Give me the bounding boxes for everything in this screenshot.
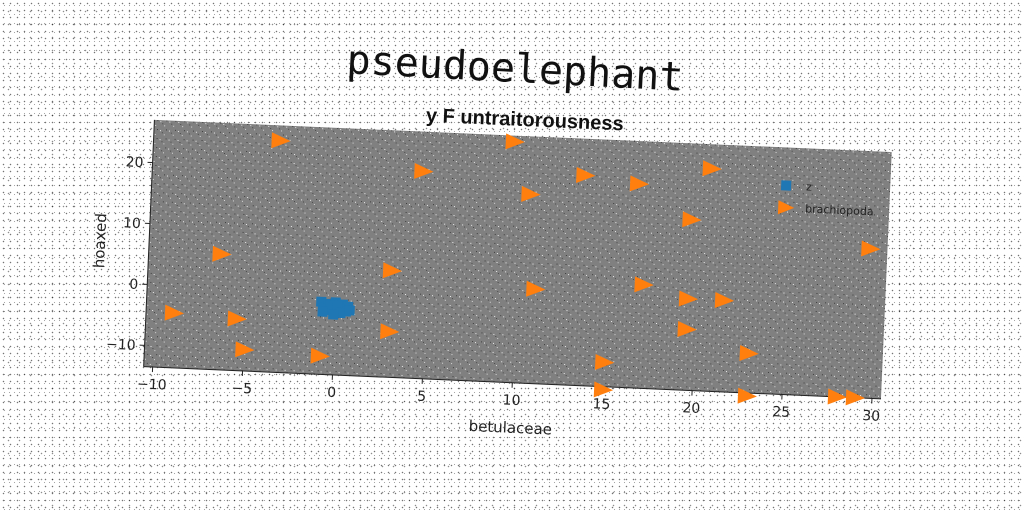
brachiopoda-point <box>227 310 247 327</box>
legend-marker-z <box>780 180 792 191</box>
x-axis-label: betulaceae <box>468 417 552 439</box>
brachiopoda-point <box>593 381 614 398</box>
brachiopoda-point <box>682 211 702 228</box>
brachiopoda-point <box>629 175 650 192</box>
brachiopoda-point <box>739 345 759 362</box>
chart-title: pseudoelephant <box>346 37 685 101</box>
brachiopoda-point <box>380 323 400 340</box>
legend-label: z <box>806 180 813 193</box>
x-tick-label: 0 <box>327 385 337 401</box>
brachiopoda-point <box>271 132 291 149</box>
plot-area-texture <box>143 119 892 399</box>
x-tick-label: 30 <box>862 408 881 425</box>
y-axis-line <box>143 119 155 367</box>
brachiopoda-point <box>521 185 541 202</box>
x-axis: −10 −5 0 5 10 15 20 25 30 <box>137 366 881 425</box>
y-axis: −10 0 10 20 <box>106 119 155 367</box>
brachiopoda-point <box>382 262 403 279</box>
z-point <box>328 309 339 320</box>
brachiopoda-point <box>576 166 596 183</box>
chart-subtitle: y F untraitorousness <box>425 105 624 136</box>
brachiopoda-point <box>678 290 699 307</box>
brachiopoda-point <box>714 292 735 309</box>
y-tick-label: 20 <box>125 154 144 171</box>
x-tick-label: 20 <box>682 400 701 417</box>
series-z <box>316 296 355 320</box>
x-tick-label: 10 <box>502 392 521 409</box>
brachiopoda-point <box>526 280 546 297</box>
y-axis-label: hoaxed <box>90 213 110 269</box>
x-tick-label: 5 <box>417 389 427 405</box>
series-brachiopoda <box>164 132 881 406</box>
brachiopoda-point <box>634 276 654 293</box>
brachiopoda-point <box>845 389 865 406</box>
legend-marker-brachiopoda <box>777 200 795 215</box>
y-tick-label: −10 <box>106 337 136 354</box>
x-tick-label: −5 <box>231 381 252 398</box>
brachiopoda-point <box>505 133 525 150</box>
brachiopoda-point <box>594 353 615 370</box>
brachiopoda-point <box>737 387 757 404</box>
brachiopoda-point <box>861 240 881 257</box>
z-point <box>344 305 355 316</box>
x-tick-label: −10 <box>137 376 167 393</box>
brachiopoda-point <box>677 320 697 337</box>
x-tick-label: 25 <box>772 404 791 421</box>
brachiopoda-point <box>235 341 255 358</box>
legend-label: brachiopoda <box>805 202 874 218</box>
y-tick-label: 10 <box>123 215 142 232</box>
legend: z brachiopoda <box>777 180 874 218</box>
brachiopoda-point <box>702 160 722 177</box>
brachiopoda-point <box>310 347 330 364</box>
data-marks <box>164 132 881 406</box>
brachiopoda-point <box>414 162 434 179</box>
z-point <box>317 306 328 317</box>
plot-group: y F untraitorousness −10 −5 0 5 10 15 20 25 30 −… <box>90 105 892 439</box>
brachiopoda-point <box>164 304 185 321</box>
y-tick-label: 0 <box>129 277 139 293</box>
x-tick-label: 15 <box>592 396 611 413</box>
brachiopoda-point <box>827 388 847 405</box>
brachiopoda-point <box>212 245 232 262</box>
